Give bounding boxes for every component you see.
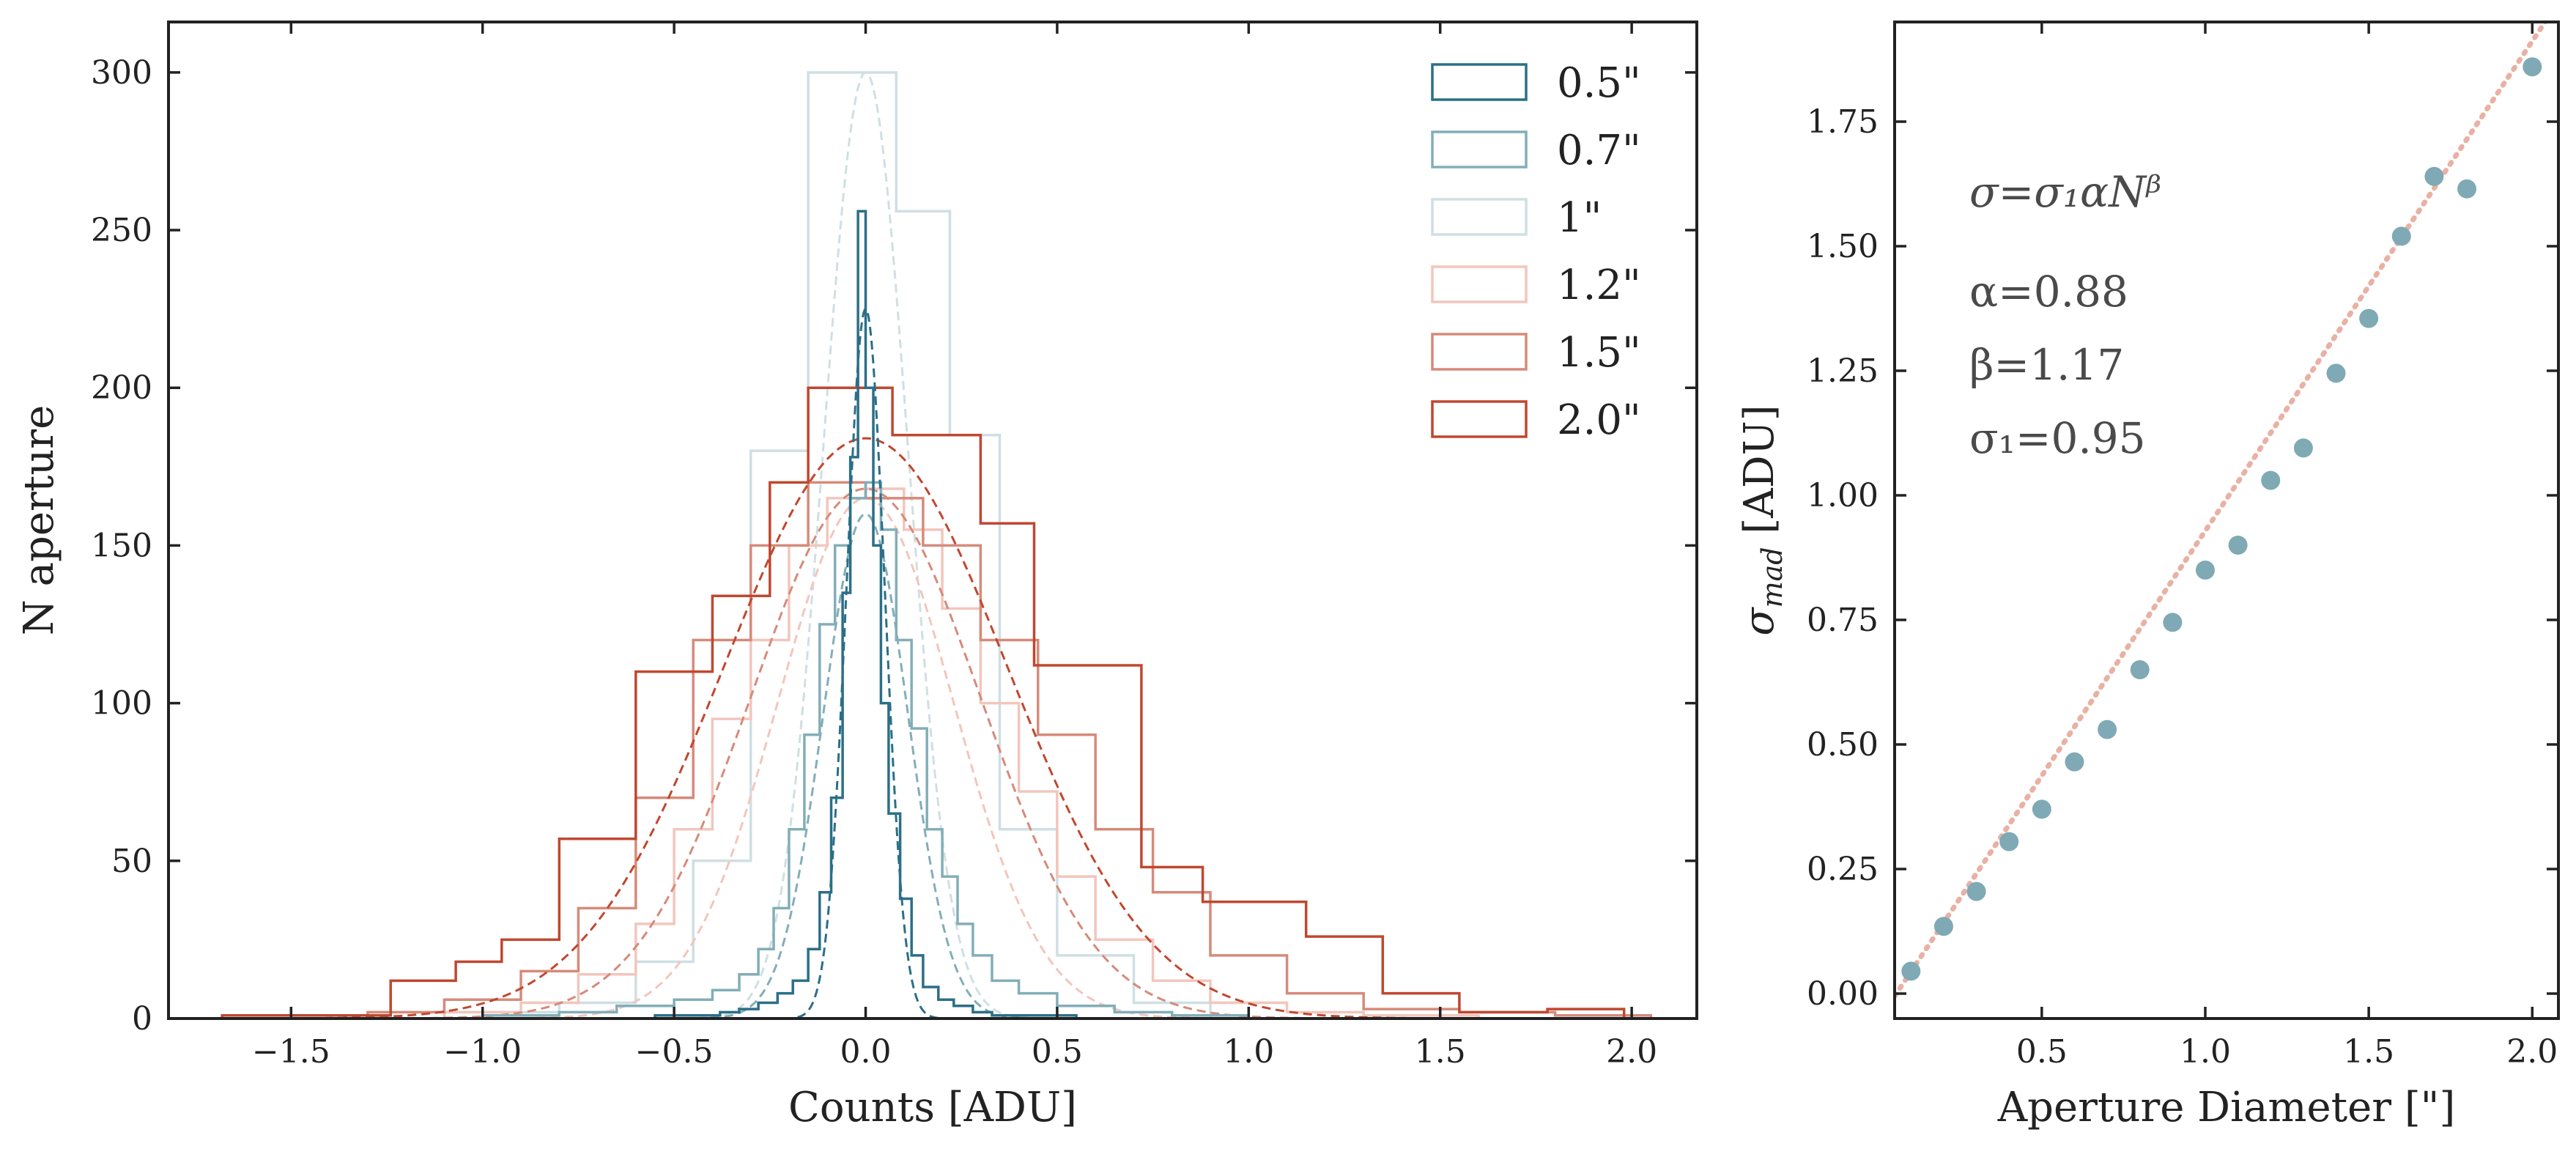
scatter-point — [1999, 832, 2019, 851]
beta-annotation: β=1.17 — [1969, 340, 2124, 390]
histogram-frame — [167, 21, 1698, 1020]
histogram-xtick-label: 1.0 — [1223, 1033, 1274, 1071]
histogram-step-series-1 — [481, 481, 1251, 1019]
scatter-point — [2261, 470, 2281, 490]
scatter-ytick-label: 1.00 — [1807, 477, 1879, 514]
histogram-step-series-0 — [654, 210, 1078, 1019]
histogram-step-series-4 — [366, 481, 1653, 1019]
scatter-point — [2391, 226, 2411, 246]
legend-swatch — [1431, 333, 1528, 371]
histogram-y-axis-label: N aperture — [15, 405, 63, 635]
power-law-fit-line — [1895, 22, 2549, 999]
histogram-legend: 0.5" 0.7" 1" 1.2" 1.5" 2.0" — [1431, 59, 1641, 444]
histogram-step-series-3 — [443, 487, 1480, 1019]
scatter-xtick-label: 0.5 — [2016, 1033, 2068, 1071]
histogram-xtick-label: −1.5 — [252, 1033, 330, 1071]
legend-label: 0.5" — [1557, 59, 1641, 107]
legend-label: 0.7" — [1557, 127, 1641, 174]
scatter-point — [2293, 438, 2313, 458]
legend-swatch — [1431, 265, 1528, 303]
legend-swatch — [1431, 198, 1528, 236]
scatter-ytick-label: 0.25 — [1807, 851, 1879, 888]
histogram-xtick-label: 1.5 — [1415, 1033, 1466, 1071]
histogram-ytick-label: 250 — [91, 212, 152, 249]
legend-label: 1.2" — [1557, 262, 1641, 309]
scatter-y-axis-label-unit: [ADU] — [1736, 404, 1783, 547]
alpha-annotation: α=0.88 — [1969, 267, 2128, 317]
scatter-panel: 0.5 1.0 1.5 2.0 0.00 0.25 0.50 0.75 1.00 1.25 1.50… — [1736, 21, 2560, 1131]
legend-label: 1.5" — [1557, 329, 1641, 377]
scatter-point — [2163, 613, 2183, 632]
scatter-point — [2065, 752, 2084, 772]
legend-swatch — [1431, 130, 1528, 169]
scatter-ytick-label: 0.00 — [1807, 975, 1879, 1013]
histogram-ytick-label: 200 — [91, 369, 152, 407]
histogram-xtick-label: 2.0 — [1606, 1033, 1657, 1071]
gaussian-fit-series-5 — [169, 437, 1574, 1019]
histogram-ytick-label: 0 — [132, 1000, 152, 1038]
legend-label: 1" — [1557, 194, 1602, 242]
histogram-ytick-label: 300 — [91, 54, 152, 92]
gaussian-fit-series-0 — [769, 307, 962, 1019]
scatter-xtick-label: 1.5 — [2343, 1033, 2394, 1071]
scatter-ytick-label: 1.50 — [1807, 228, 1879, 265]
scatter-ticks: 0.5 1.0 1.5 2.0 0.00 0.25 0.50 0.75 1.00 1.25 1.50… — [1807, 22, 2558, 1071]
histogram-plot-area — [169, 71, 1653, 1019]
histogram-ytick-label: 50 — [111, 843, 152, 880]
histogram-x-axis-label: Counts [ADU] — [788, 1084, 1077, 1131]
scatter-point — [1901, 961, 1921, 981]
histogram-xtick-label: 0.0 — [840, 1033, 892, 1071]
scatter-point — [2195, 561, 2215, 580]
scatter-point — [2457, 179, 2477, 199]
histogram-ytick-label: 100 — [91, 685, 152, 722]
histogram-ytick-label: 150 — [91, 527, 152, 564]
scatter-point — [2228, 536, 2248, 555]
scatter-ytick-label: 0.75 — [1807, 602, 1879, 639]
sigma1-annotation: σ₁=0.95 — [1969, 413, 2146, 463]
histogram-step-series-5 — [221, 386, 1626, 1019]
scatter-xtick-label: 1.0 — [2180, 1033, 2231, 1071]
scatter-ytick-label: 1.25 — [1807, 352, 1879, 390]
histogram-step-series-2 — [481, 71, 1212, 1019]
gaussian-fit-series-4 — [291, 487, 1440, 1019]
scatter-point — [2424, 166, 2444, 186]
scatter-point — [2130, 660, 2150, 679]
scatter-point — [2032, 799, 2051, 819]
histogram-xtick-label: −1.0 — [443, 1033, 522, 1071]
scatter-point — [1933, 917, 1953, 936]
scatter-point — [2098, 720, 2117, 739]
scatter-y-axis-label: σmad [ADU] — [1736, 404, 1788, 635]
gaussian-fit-series-1 — [655, 512, 1077, 1019]
formula-annotation: σ=σ₁αNᵝ — [1969, 167, 2161, 217]
histogram-xtick-label: −0.5 — [635, 1033, 714, 1071]
legend-label: 2.0" — [1557, 396, 1641, 444]
scatter-point — [1966, 881, 1986, 901]
scatter-y-axis-label-subscript: mad — [1756, 547, 1788, 607]
legend-swatch — [1431, 400, 1528, 438]
histogram-xtick-label: 0.5 — [1032, 1033, 1083, 1071]
scatter-point — [2326, 363, 2346, 383]
scatter-ytick-label: 0.50 — [1807, 726, 1879, 764]
gaussian-fit-series-3 — [425, 497, 1306, 1019]
histogram-ticks: −1.5 −1.0 −0.5 0.0 0.5 1.0 1.5 2.0 0 50 100 150 200 2… — [91, 22, 1697, 1071]
legend-swatch — [1431, 63, 1528, 101]
scatter-plot-area — [1895, 22, 2549, 999]
scatter-xtick-label: 2.0 — [2506, 1033, 2558, 1071]
scatter-x-axis-label: Aperture Diameter ["] — [1997, 1084, 2456, 1131]
scatter-ytick-label: 1.75 — [1807, 103, 1879, 141]
scatter-point — [2359, 308, 2379, 328]
scatter-point — [2523, 57, 2542, 77]
scatter-y-axis-label-symbol: σ — [1736, 607, 1783, 636]
scatter-frame — [1893, 21, 2560, 1020]
histogram-panel: −1.5 −1.0 −0.5 0.0 0.5 1.0 1.5 2.0 0 50 100 150 200 2… — [15, 21, 1698, 1131]
